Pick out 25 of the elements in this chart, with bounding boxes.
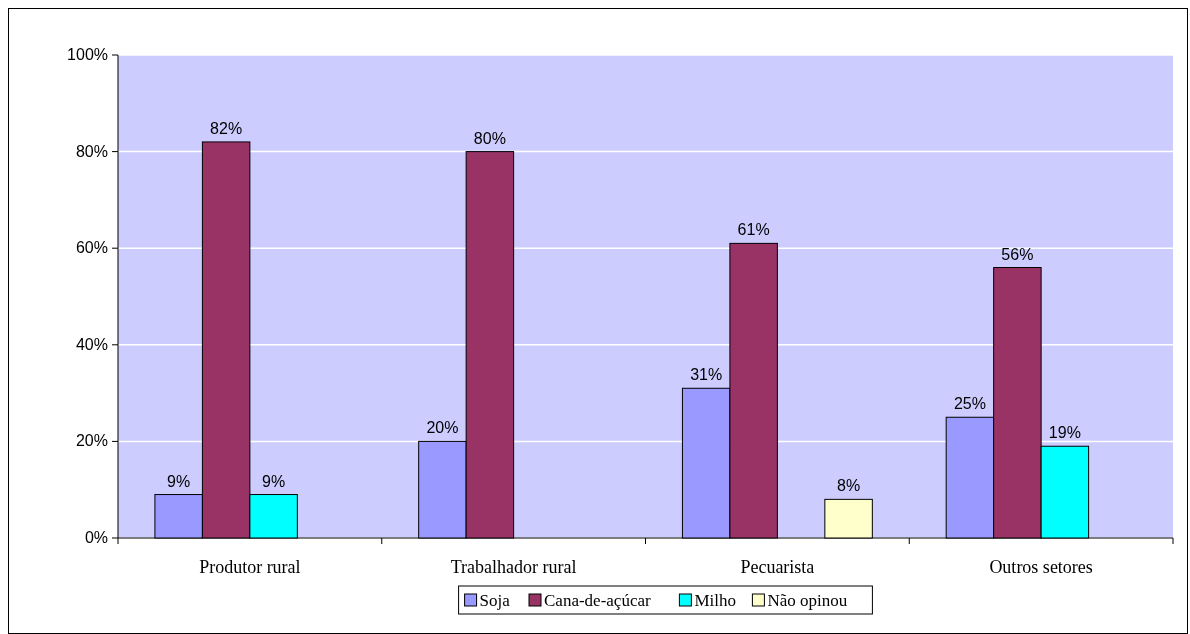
data-label: 8% bbox=[837, 477, 861, 495]
legend-label: Soja bbox=[479, 591, 511, 610]
data-label: 9% bbox=[167, 472, 191, 490]
legend-label: Não opinou bbox=[767, 591, 848, 610]
data-label: 61% bbox=[737, 221, 770, 239]
data-label: 31% bbox=[690, 366, 723, 384]
x-tick-label: Pecuarista bbox=[740, 557, 815, 577]
data-label: 9% bbox=[262, 472, 286, 490]
y-tick-label: 60% bbox=[75, 239, 108, 257]
y-tick-label: 0% bbox=[84, 529, 108, 546]
y-tick-label: 20% bbox=[75, 432, 108, 450]
data-label: 20% bbox=[426, 419, 459, 437]
y-tick-label: 80% bbox=[75, 142, 108, 160]
data-label: 80% bbox=[473, 129, 506, 147]
x-tick-label: Produtor rural bbox=[199, 557, 301, 577]
legend-label: Milho bbox=[694, 591, 736, 610]
data-label: 25% bbox=[953, 395, 986, 413]
x-tick-label: Trabalhador rural bbox=[450, 557, 577, 577]
x-tick-label: Outros setores bbox=[989, 557, 1093, 577]
y-tick-label: 100% bbox=[67, 46, 108, 63]
data-label: 56% bbox=[1001, 245, 1034, 263]
data-label: 82% bbox=[210, 119, 243, 137]
y-tick-label: 40% bbox=[75, 335, 108, 353]
data-label: 19% bbox=[1048, 424, 1081, 442]
legend-label: Cana-de-açúcar bbox=[544, 591, 651, 610]
